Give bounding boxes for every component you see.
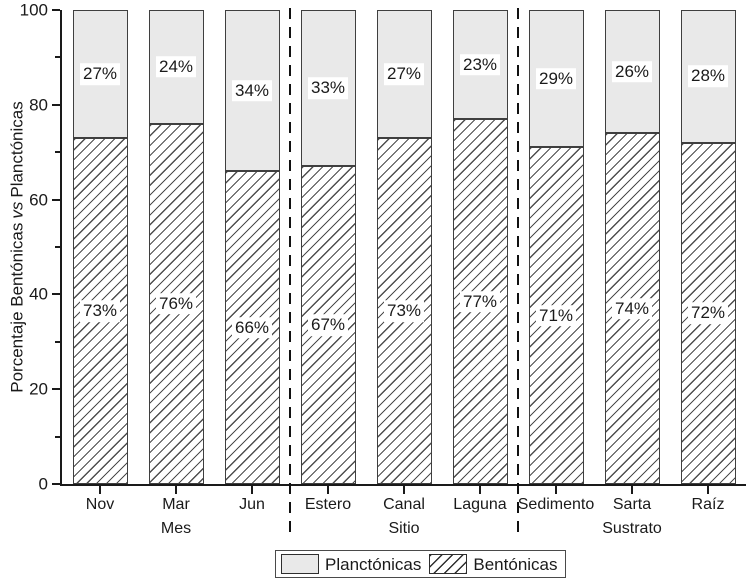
category-label: Estero	[304, 496, 352, 513]
bar-label-bentonicas: 71%	[535, 304, 577, 327]
legend-swatch-bentonicas	[429, 554, 468, 574]
y-major-tick	[52, 198, 60, 201]
bar-label-planctonicas: 34%	[231, 79, 273, 102]
bar-label-bentonicas: 77%	[459, 290, 501, 313]
category-label: Canal	[383, 496, 425, 513]
y-major-tick	[52, 293, 60, 296]
y-tick-label: 20	[29, 379, 48, 399]
bar-label-bentonicas: 67%	[307, 314, 349, 336]
y-tick-label: 60	[29, 190, 48, 210]
category-label: Sarta	[612, 496, 652, 513]
x-tick	[555, 486, 557, 494]
bar-label-planctonicas: 26%	[611, 60, 653, 83]
category-label: Jun	[239, 496, 265, 513]
y-minor-tick	[55, 246, 60, 248]
x-tick	[631, 486, 633, 494]
y-tick-label: 100	[19, 0, 48, 20]
y-axis-line	[60, 10, 62, 486]
group-separator	[516, 8, 520, 540]
group-label: Sitio	[388, 520, 420, 537]
x-axis-line	[60, 484, 746, 486]
category-label: Raíz	[691, 496, 725, 513]
group-separator	[288, 8, 292, 540]
y-major-tick	[52, 103, 60, 106]
legend-label-planctonicas: Planctónicas	[325, 554, 422, 574]
x-tick	[175, 486, 177, 494]
bar-label-bentonicas: 66%	[231, 316, 273, 339]
x-tick	[707, 486, 709, 494]
bar-label-planctonicas: 27%	[383, 63, 425, 85]
y-axis-title-suffix: Planctónicas	[7, 101, 27, 198]
y-tick-label: 40	[29, 284, 48, 304]
bar-label-planctonicas: 27%	[79, 63, 121, 85]
y-tick-label: 0	[38, 474, 48, 494]
x-tick	[479, 486, 481, 494]
category-label: Mar	[162, 496, 190, 513]
x-tick	[251, 486, 253, 494]
bar-label-bentonicas: 72%	[687, 302, 729, 325]
bar-label-planctonicas: 33%	[307, 77, 349, 99]
bar-label-bentonicas: 73%	[79, 300, 121, 322]
group-label: Mes	[160, 520, 192, 537]
y-major-tick	[52, 9, 60, 11]
legend-label-bentonicas: Bentónicas	[473, 554, 558, 574]
y-minor-tick	[55, 340, 60, 343]
y-tick-label: 80	[29, 95, 48, 115]
bar-label-bentonicas: 76%	[155, 293, 197, 315]
x-tick	[327, 486, 329, 494]
x-tick	[403, 486, 405, 494]
x-tick	[99, 486, 101, 494]
y-minor-tick	[55, 435, 60, 438]
bar-label-planctonicas: 24%	[155, 56, 197, 78]
y-major-tick	[52, 483, 60, 485]
y-minor-tick	[55, 151, 60, 154]
bar-label-planctonicas: 28%	[687, 65, 729, 88]
bar-label-bentonicas: 73%	[383, 300, 425, 322]
legend: Planctónicas Bentónicas	[275, 550, 566, 578]
category-label: Laguna	[453, 496, 507, 513]
legend-swatch-planctonicas	[281, 554, 319, 574]
bar-label-planctonicas: 29%	[535, 67, 577, 90]
y-axis-title-prefix: Porcentaje Bentónicas	[7, 222, 27, 393]
y-axis-title: Porcentaje BentónicasvsPlanctónicas	[7, 101, 27, 393]
group-label: Sustrato	[602, 520, 662, 537]
category-label: Nov	[85, 496, 115, 513]
bar-label-planctonicas: 23%	[459, 53, 501, 76]
y-major-tick	[52, 388, 60, 391]
bar-label-bentonicas: 74%	[611, 297, 653, 320]
category-label: Sedimento	[517, 496, 595, 513]
y-minor-tick	[55, 56, 60, 59]
